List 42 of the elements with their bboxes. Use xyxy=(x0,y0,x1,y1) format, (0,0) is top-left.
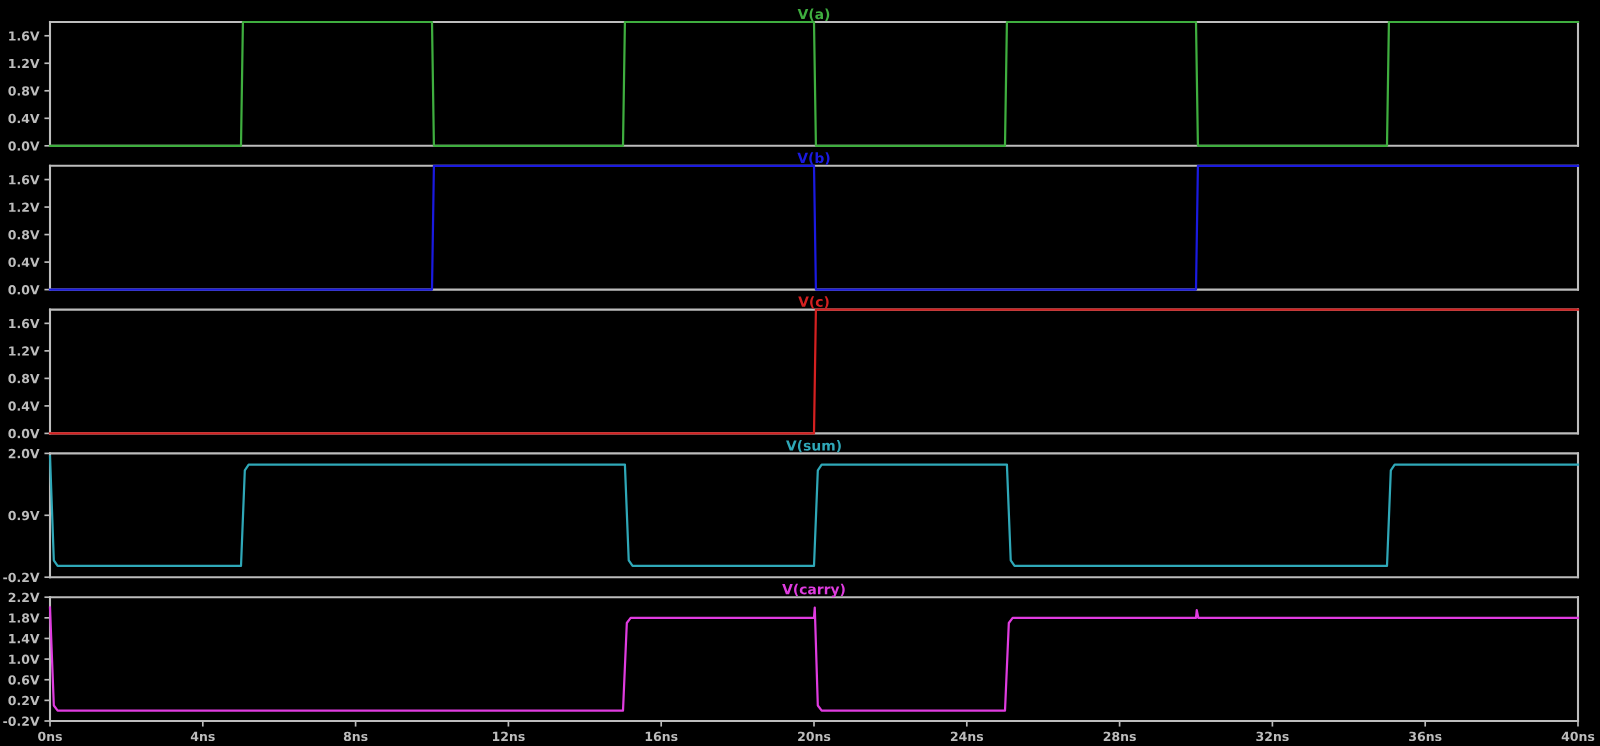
x-tick-label: 20ns xyxy=(798,731,831,742)
x-tick-label: 32ns xyxy=(1256,731,1289,742)
y-tick-label: -0.2V xyxy=(3,572,40,583)
y-tick-label: 1.8V xyxy=(9,613,40,623)
y-tick-label: 0.2V xyxy=(8,695,40,706)
chart-title: V(sum) xyxy=(786,439,841,453)
y-tick-label: 0.4V xyxy=(8,401,40,411)
y-tick-label: 0.6V xyxy=(8,675,40,685)
x-tick-label: 40ns xyxy=(1561,731,1595,742)
x-tick-label: 24ns xyxy=(950,731,984,742)
y-tick-label: 1.4V xyxy=(9,634,40,644)
x-tick-label: 4ns xyxy=(190,731,215,742)
y-tick-label: 0.8V xyxy=(8,230,40,240)
y-tick-label: 0.9V xyxy=(8,510,40,521)
x-tick-label: 8ns xyxy=(343,731,368,742)
y-tick-label: 0.0V xyxy=(8,285,40,295)
y-tick-label: 1.0V xyxy=(9,654,40,665)
y-tick-label: 1.6V xyxy=(9,31,40,41)
x-tick-label: 16ns xyxy=(645,731,678,742)
y-tick-label: 0.4V xyxy=(8,257,40,268)
x-tick-label: 28ns xyxy=(1103,731,1136,742)
chart-title: V(c) xyxy=(798,296,829,309)
chart-title: V(b) xyxy=(797,152,830,165)
chart-title: V(a) xyxy=(797,8,830,21)
y-tick-label: 1.6V xyxy=(9,318,40,329)
x-tick-label: 36ns xyxy=(1409,731,1442,742)
y-tick-label: 2.0V xyxy=(8,448,40,459)
y-tick-label: 0.0V xyxy=(8,141,40,151)
y-tick-label: 0.8V xyxy=(8,373,40,384)
y-tick-label: 0.4V xyxy=(8,113,40,124)
y-tick-label: 0.8V xyxy=(8,86,40,96)
x-tick-label: 0ns xyxy=(38,731,62,742)
y-tick-label: 1.2V xyxy=(9,346,40,356)
y-tick-label: -0.2V xyxy=(3,716,40,726)
y-tick-label: 2.2V xyxy=(8,592,40,602)
line-series xyxy=(48,606,1580,712)
y-tick-label: 1.2V xyxy=(9,58,40,69)
x-tick-label: 12ns xyxy=(492,731,525,742)
y-tick-label: 1.2V xyxy=(9,202,40,212)
y-tick-label: 0.0V xyxy=(8,428,40,439)
chart-title: V(carry) xyxy=(782,583,845,598)
y-tick-label: 1.6V xyxy=(9,175,40,185)
